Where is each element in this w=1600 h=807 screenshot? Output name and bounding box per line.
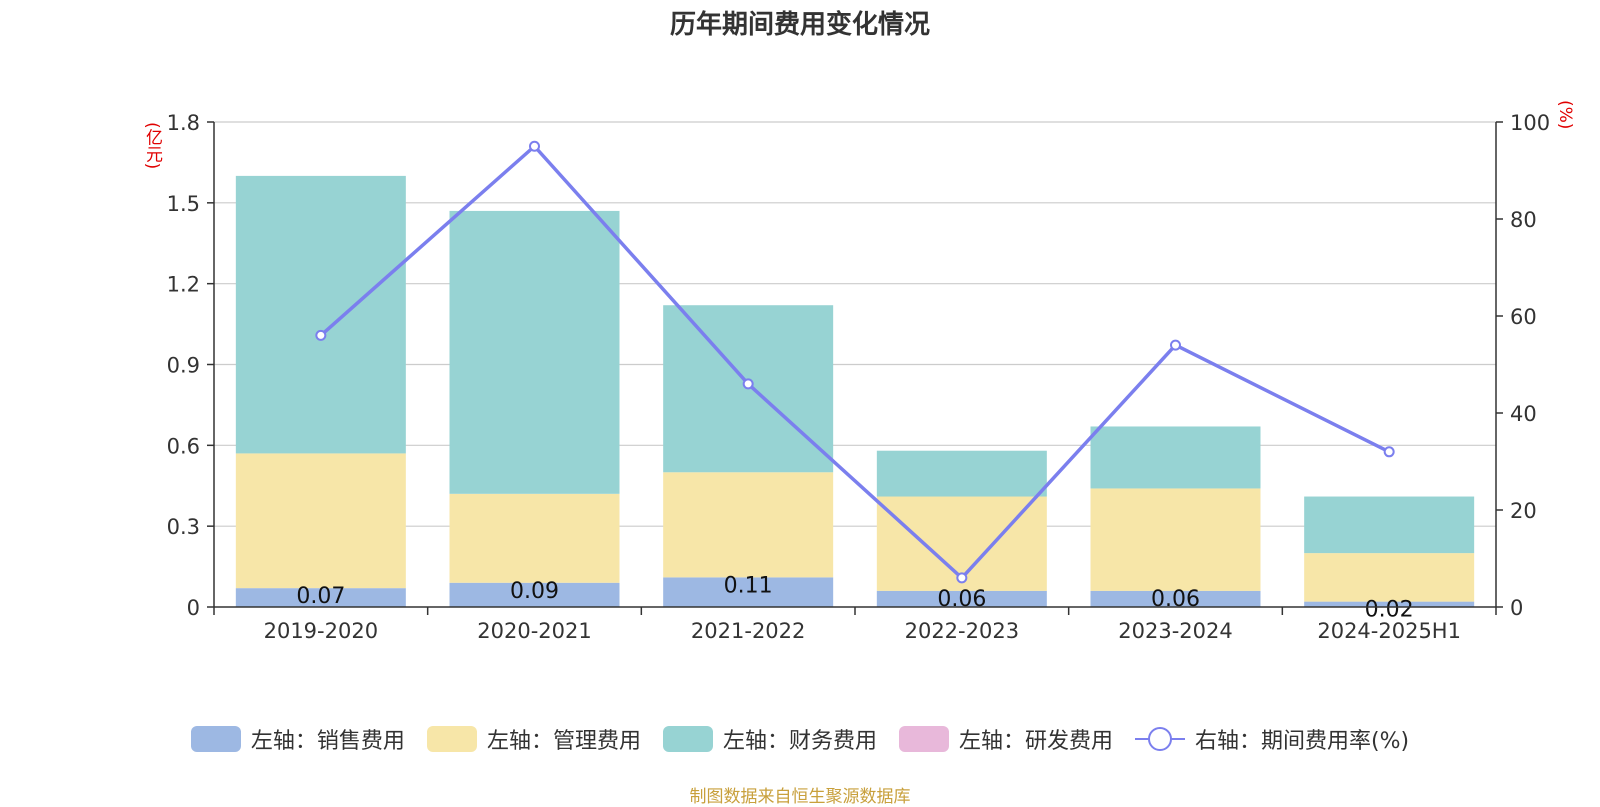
bar-data-label: 0.07 xyxy=(296,584,345,609)
left-axis-tick-label: 0.3 xyxy=(167,515,200,539)
rate-point xyxy=(315,329,327,341)
right-axis-tick-label: 100 xyxy=(1510,111,1550,135)
rate-point xyxy=(956,572,968,584)
bar-segment xyxy=(449,210,620,494)
right-axis-tick-label: 20 xyxy=(1510,499,1537,523)
x-axis-tick-label: 2022-2023 xyxy=(905,619,1019,643)
right-axis-tick-label: 40 xyxy=(1510,402,1537,426)
bar-segment xyxy=(235,175,406,454)
left-axis-tick-label: 1.5 xyxy=(167,192,200,216)
bar-segment xyxy=(235,453,406,589)
right-axis-unit: (%) xyxy=(1555,100,1575,130)
legend-swatch xyxy=(190,726,241,752)
x-axis-tick-label: 2020-2021 xyxy=(477,619,591,643)
legend-item[interactable]: 右轴：期间费用率(%) xyxy=(1134,723,1410,755)
legend-label: 右轴：期间费用率(%) xyxy=(1194,729,1410,754)
rate-point xyxy=(742,378,754,390)
legend-label: 左轴：研发费用 xyxy=(958,729,1113,754)
bar-segment xyxy=(1090,488,1261,591)
bar-segment xyxy=(235,588,406,607)
bar-segment xyxy=(876,590,1047,607)
legend-label: 左轴：销售费用 xyxy=(250,729,405,754)
left-axis-tick-label: 0 xyxy=(187,596,200,620)
bar-segment xyxy=(1304,553,1475,602)
bar-segment xyxy=(663,472,834,578)
chart-title: 历年期间费用变化情况 xyxy=(669,10,930,40)
bar-data-label: 0.02 xyxy=(1365,598,1414,623)
left-axis-tick-label: 0.9 xyxy=(167,354,200,378)
bar-segment xyxy=(1304,601,1475,607)
legend-swatch xyxy=(898,726,949,752)
legend: 左轴：销售费用 左轴：管理费用 左轴：财务费用 左轴：研发费用 右轴：期间费用率(%) xyxy=(0,723,1600,755)
x-axis-tick-label: 2024-2025H1 xyxy=(1317,619,1461,643)
left-axis-tick-label: 1.8 xyxy=(167,111,200,135)
bar-segment xyxy=(1304,496,1475,554)
legend-item[interactable]: 左轴：财务费用 xyxy=(662,723,877,755)
bar-data-label: 0.09 xyxy=(510,579,559,604)
legend-swatch xyxy=(662,726,713,752)
left-axis-unit: (亿元) xyxy=(142,122,162,170)
chart-canvas: 0 0.3 0.6 0.9 1.2 1.5 1.8 0 20 40 60 80 100 0.07 0.09 0… xyxy=(167,111,1551,643)
legend-label: 左轴：管理费用 xyxy=(486,729,641,754)
legend-line-marker-icon xyxy=(1134,726,1185,752)
left-axis-tick-label: 1.2 xyxy=(167,273,200,297)
legend-item[interactable]: 左轴：管理费用 xyxy=(426,723,641,755)
rate-point xyxy=(1383,446,1395,458)
right-axis-tick-label: 80 xyxy=(1510,208,1537,232)
rate-point xyxy=(529,140,540,152)
bar-segment xyxy=(449,582,620,607)
right-axis-tick-label: 60 xyxy=(1510,305,1537,329)
bar-segment xyxy=(876,450,1047,497)
bar-segment xyxy=(1090,590,1261,607)
bar-data-label: 0.06 xyxy=(937,587,986,612)
bar-data-label: 0.06 xyxy=(1151,587,1200,612)
legend-item[interactable]: 左轴：研发费用 xyxy=(898,723,1113,755)
rate-line xyxy=(319,144,1390,580)
x-axis-tick-label: 2023-2024 xyxy=(1118,619,1232,643)
bar-segment xyxy=(1090,426,1261,489)
source-note: 制图数据来自恒生聚源数据库 xyxy=(689,787,911,807)
x-axis-tick-label: 2019-2020 xyxy=(264,619,378,643)
bar-segment xyxy=(449,493,620,583)
x-axis-tick-label: 2021-2022 xyxy=(691,619,805,643)
left-axis-tick-label: 0.6 xyxy=(167,434,200,458)
bar-data-label: 0.11 xyxy=(724,573,773,598)
rate-point xyxy=(1170,339,1181,351)
legend-label: 左轴：财务费用 xyxy=(722,729,877,754)
legend-item[interactable]: 左轴：销售费用 xyxy=(190,723,405,755)
right-axis-tick-label: 0 xyxy=(1510,596,1523,620)
legend-swatch xyxy=(426,726,477,752)
bar-segment xyxy=(663,577,834,607)
